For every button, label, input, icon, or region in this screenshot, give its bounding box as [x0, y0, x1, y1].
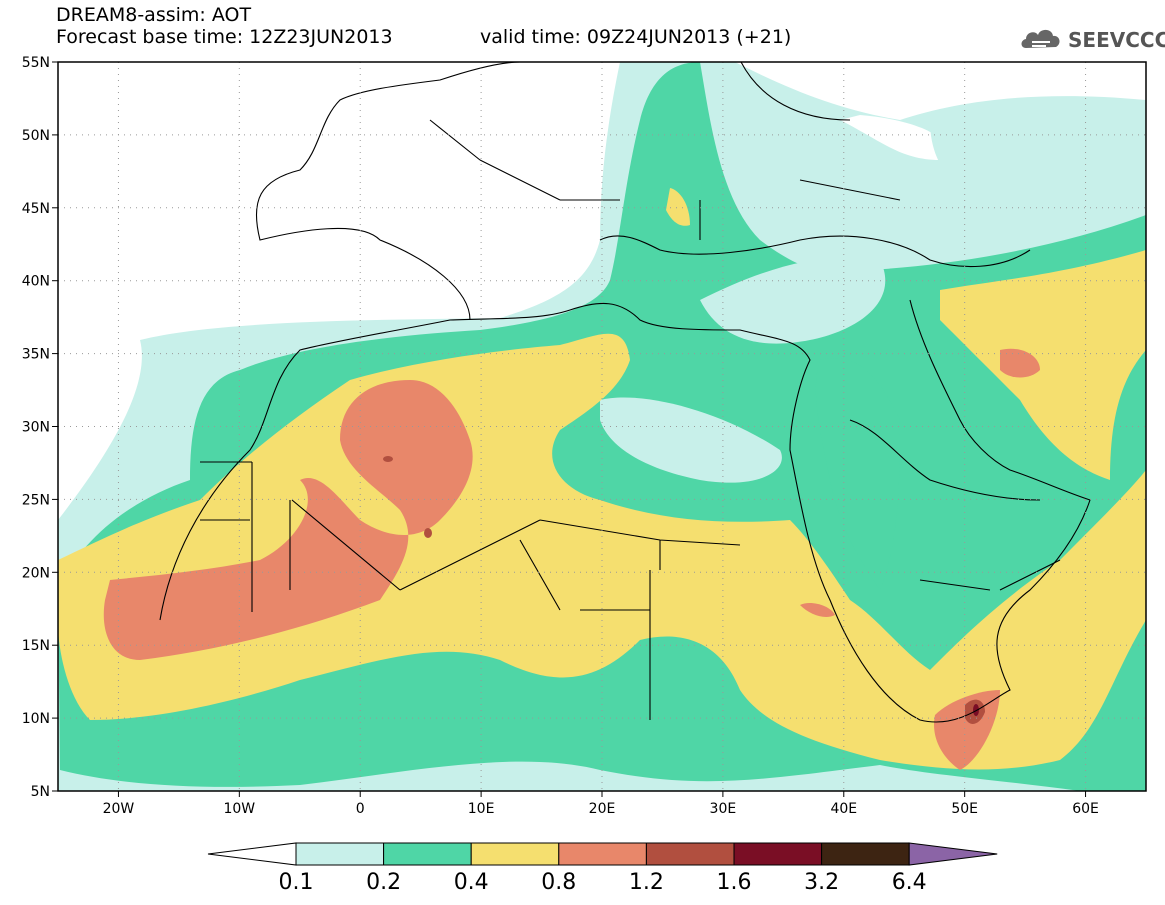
- lat-tick-label: 50N: [22, 128, 50, 144]
- aot-fields: [58, 62, 1146, 791]
- colorbar-swatch: [470, 842, 560, 866]
- colorbar-swatch: [295, 842, 385, 866]
- logo-text: SEEVCCC: [1068, 28, 1165, 52]
- colorbar-swatch: [558, 842, 647, 866]
- lon-tick-label: 10W: [223, 801, 255, 817]
- lon-tick-label: 40E: [830, 801, 857, 817]
- colorbar: [207, 842, 998, 866]
- lat-tick-label: 55N: [22, 55, 50, 71]
- colorbar-label: 1.6: [716, 870, 752, 895]
- lat-tick-label: 25N: [22, 492, 50, 508]
- lon-tick-label: 60E: [1072, 801, 1099, 817]
- lon-tick-label: 10E: [468, 801, 495, 817]
- colorbar-swatch: [383, 842, 472, 866]
- lon-tick-label: 50E: [951, 801, 978, 817]
- colorbar-swatch: [733, 842, 823, 866]
- colorbar-arrow-high: [908, 842, 998, 866]
- colorbar-label: 6.4: [891, 870, 927, 895]
- coastlines: [159, 62, 1091, 723]
- lat-tick-label: 10N: [22, 711, 50, 727]
- lon-tick-label: 20E: [589, 801, 616, 817]
- latitude-axis: 55N 50N 45N 40N 35N 30N 25N 20N 15N 10N 5N: [22, 55, 58, 800]
- colorbar-label: 3.2: [804, 870, 840, 895]
- lat-tick-label: 45N: [22, 201, 50, 217]
- colorbar-label: 0.2: [366, 870, 402, 895]
- lat-tick-label: 30N: [22, 420, 50, 436]
- longitude-axis: 20W 10W 0 10E 20E 30E 40E 50E 60E: [103, 791, 1099, 817]
- cloud-icon: [1021, 29, 1060, 48]
- colorbar-label: 0.1: [278, 870, 314, 895]
- lat-tick-label: 20N: [22, 565, 50, 581]
- lat-tick-label: 40N: [22, 274, 50, 290]
- lat-tick-label: 5N: [31, 784, 50, 800]
- colorbar-arrow-low: [207, 842, 297, 866]
- colorbar-label: 0.4: [453, 870, 489, 895]
- lon-tick-label: 20W: [103, 801, 135, 817]
- graticule: [58, 62, 1146, 791]
- lon-tick-label: 0: [356, 801, 365, 817]
- lon-tick-label: 30E: [710, 801, 737, 817]
- colorbar-swatch: [645, 842, 735, 866]
- title-valid-time: valid time: 09Z24JUN2013 (+21): [480, 26, 792, 48]
- seevccc-logo: SEEVCCC: [1018, 22, 1165, 56]
- title-line-1: DREAM8-assim: AOT: [56, 4, 252, 26]
- colorbar-label: 1.2: [628, 870, 664, 895]
- lat-tick-label: 15N: [22, 638, 50, 654]
- colorbar-swatch: [821, 842, 910, 866]
- lat-tick-label: 35N: [22, 347, 50, 363]
- colorbar-label: 0.8: [541, 870, 577, 895]
- title-base-time: Forecast base time: 12Z23JUN2013: [56, 26, 393, 48]
